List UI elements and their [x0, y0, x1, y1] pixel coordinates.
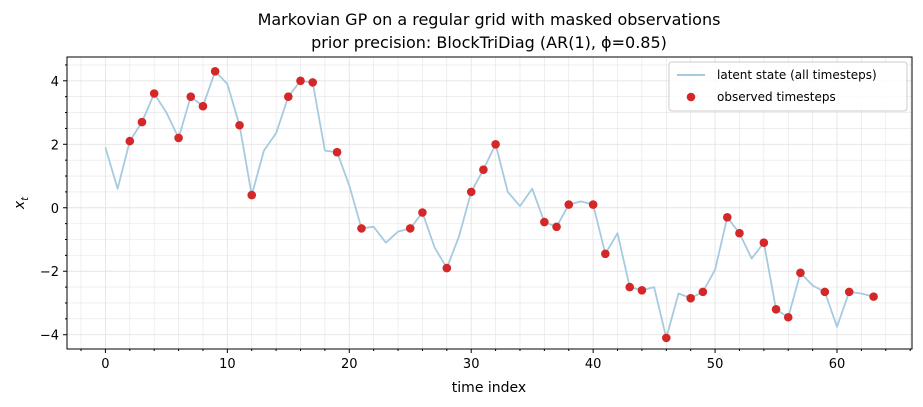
observed-point [844, 287, 854, 297]
observed-point [540, 217, 549, 227]
observed-point [405, 224, 415, 233]
observed-point [698, 287, 708, 297]
chart-subtitle: prior precision: BlockTriDiag (AR(1), ϕ=… [311, 33, 667, 52]
observed-point [308, 78, 318, 87]
observed-point [174, 133, 183, 143]
observed-point [247, 190, 257, 200]
chart-title: Markovian GP on a regular grid with mask… [258, 10, 721, 29]
observed-point [686, 293, 695, 303]
x-tick-label: 60 [829, 357, 846, 372]
observed-point [479, 165, 488, 174]
observed-point [820, 287, 830, 297]
axes-frame [66, 56, 913, 350]
observed-point [759, 238, 769, 247]
x-tick-label: 0 [101, 357, 109, 372]
y-tick-label: 2 [51, 138, 59, 153]
observed-point [796, 268, 805, 278]
x-tick-label: 20 [341, 357, 358, 372]
observed-point [625, 282, 635, 292]
x-axis-label: time index [452, 380, 526, 396]
x-tick-label: 10 [219, 357, 236, 372]
x-tick-label: 40 [585, 357, 602, 372]
x-tick-label: 30 [463, 357, 480, 372]
observed-point [198, 101, 208, 111]
observed-point [588, 200, 598, 209]
observed-point [466, 187, 476, 197]
observed-point [552, 222, 561, 232]
legend-label-observed: observed timesteps [717, 90, 836, 104]
observed-point [186, 92, 196, 101]
observed-point [735, 228, 744, 238]
legend-marker-swatch [686, 92, 696, 102]
observed-point [418, 208, 427, 217]
observed-point [125, 136, 135, 146]
observed-point [722, 212, 732, 222]
observed-point [210, 66, 220, 76]
observed-point [357, 224, 366, 233]
observed-point [137, 117, 147, 127]
observed-point [442, 263, 452, 273]
observed-point [284, 92, 293, 101]
observed-point [235, 120, 244, 130]
y-axis-label-subscript: t [20, 196, 31, 201]
y-tick-label: 0 [51, 202, 59, 217]
x-tick-label: 50 [707, 357, 724, 372]
y-tick-label: −4 [40, 329, 59, 344]
observed-point [601, 249, 610, 259]
axis-ticks: 0 10 20 30 40 50 60 −4 −2 0 2 4 [40, 64, 911, 372]
plot-area [104, 66, 878, 343]
observed-point [637, 285, 647, 295]
legend: latent state (all timesteps) observed ti… [668, 61, 908, 112]
y-tick-label: −2 [40, 265, 59, 280]
observed-point [332, 147, 342, 157]
observed-point [783, 312, 793, 322]
legend-frame [668, 61, 908, 112]
observed-point [491, 139, 500, 149]
y-tick-label: 4 [51, 75, 59, 90]
latent-state-line [104, 70, 874, 339]
observed-point [869, 292, 878, 301]
y-axis-label: xt [12, 196, 31, 210]
observed-point [662, 333, 671, 343]
observed-point [564, 200, 574, 209]
observed-point [296, 76, 305, 86]
observed-point [149, 89, 159, 98]
y-axis-label-main: x [12, 200, 28, 210]
legend-label-latent: latent state (all timesteps) [717, 68, 877, 82]
observed-point [771, 305, 781, 314]
